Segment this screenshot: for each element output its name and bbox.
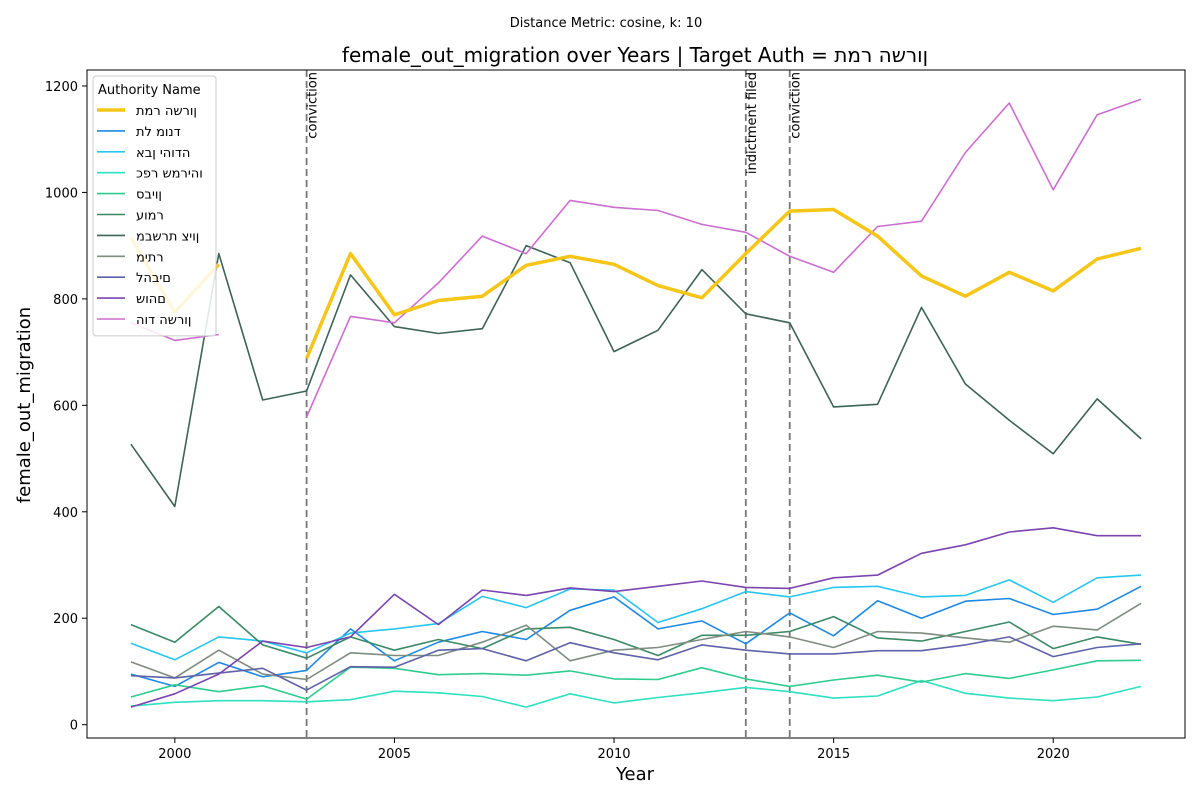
legend-box	[92, 75, 217, 337]
series-lines	[129, 98, 1142, 708]
legend-entry-7: רתימ	[136, 250, 164, 265]
legend-title: Authority Name	[98, 83, 201, 98]
legend-entry-8: םיבהל	[136, 271, 171, 286]
series-line-8	[130, 636, 1142, 691]
series-line-10	[130, 98, 1142, 418]
y-axis-ticks: 0 200 400 600 800 1000 1200	[45, 80, 87, 734]
legend-entry-10: ןורשה דוה	[136, 313, 191, 328]
legend-entry-5: רמוע	[136, 209, 164, 224]
series-line-3	[130, 679, 1142, 708]
series-line-0	[129, 207, 1142, 360]
legend-entry-1: דנומ לת	[136, 125, 181, 140]
x-axis-label: Year	[615, 764, 655, 785]
x-tick-label: 2015	[817, 747, 850, 762]
y-tick-label: 800	[53, 293, 78, 308]
x-tick-label: 2020	[1037, 747, 1070, 762]
y-axis-label: female_out_migration	[14, 307, 35, 503]
x-tick-label: 2005	[378, 747, 411, 762]
y-tick-label: 1200	[45, 80, 78, 95]
x-tick-label: 2000	[158, 747, 191, 762]
series-line-5	[130, 605, 1142, 659]
event-markers: conviction indictment filed conviction	[306, 70, 804, 738]
series-line-9	[130, 527, 1142, 708]
series-line-2	[130, 574, 1142, 661]
y-tick-label: 0	[70, 719, 78, 734]
event-label-0: conviction	[306, 72, 321, 139]
series-line-4	[130, 659, 1142, 700]
chart-suptitle: Distance Metric: cosine, k: 10	[510, 16, 702, 31]
y-tick-label: 200	[53, 612, 78, 627]
y-tick-label: 1000	[45, 186, 78, 201]
legend-entry-6: ןויצ תרשבמ	[136, 229, 199, 244]
legend: Authority Name ןורשה רמת דנומ לת הדוהי ןבא ו…	[92, 75, 217, 337]
event-label-1: indictment filed	[745, 72, 760, 174]
y-tick-label: 400	[53, 506, 78, 521]
legend-entry-4: ןויבס	[136, 188, 162, 203]
series-line-7	[130, 602, 1142, 681]
x-tick-label: 2010	[597, 747, 630, 762]
series-line-6	[130, 244, 1142, 508]
series-line-1	[130, 585, 1142, 688]
event-label-2: conviction	[789, 72, 804, 139]
legend-entry-9: םהוש	[136, 292, 166, 307]
chart-title: female_out_migration over Years | Target…	[342, 43, 928, 67]
legend-entry-2: הדוהי ןבא	[136, 146, 190, 161]
x-axis-ticks: 2000 2005 2010 2015 2020	[158, 738, 1070, 762]
legend-entry-3: והירמש רפכ	[136, 167, 203, 182]
plot-area: conviction indictment filed conviction 200…	[45, 69, 1186, 762]
legend-entry-0: ןורשה רמת	[136, 104, 197, 119]
y-tick-label: 600	[53, 399, 78, 414]
plot-frame	[86, 69, 1186, 739]
